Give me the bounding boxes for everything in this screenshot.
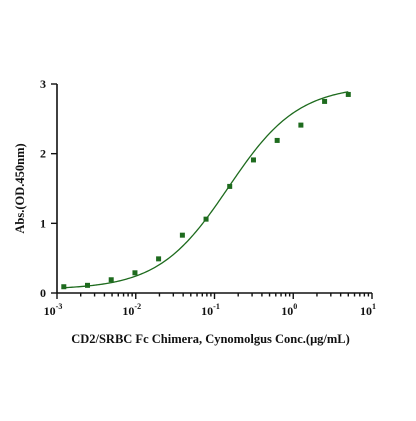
x-tick-exponent: -3 bbox=[56, 302, 63, 311]
x-tick-exponent: -2 bbox=[134, 302, 141, 311]
y-axis-title: Abs.(OD.450nm) bbox=[13, 143, 27, 233]
data-point bbox=[274, 137, 280, 143]
x-tick-base: 10 bbox=[201, 304, 213, 318]
data-point bbox=[322, 98, 328, 104]
data-points bbox=[61, 91, 351, 290]
x-tick-label: 10-1 bbox=[201, 302, 220, 318]
x-tick-label: 10-3 bbox=[44, 302, 63, 318]
x-tick-label: 10-2 bbox=[122, 302, 141, 318]
x-axis-title: CD2/SRBC Fc Chimera, Cynomolgus Conc.(μg… bbox=[71, 332, 350, 346]
data-point bbox=[203, 216, 209, 222]
data-point bbox=[227, 183, 233, 189]
x-tick-base: 10 bbox=[122, 304, 134, 318]
x-tick-exponent: -1 bbox=[213, 302, 220, 311]
fit-curve bbox=[63, 91, 349, 289]
x-tick-base: 10 bbox=[360, 304, 372, 318]
y-tick-label: 0 bbox=[40, 286, 46, 300]
data-point bbox=[250, 157, 256, 163]
data-point bbox=[61, 284, 67, 290]
y-tick-label: 1 bbox=[40, 216, 46, 230]
data-point bbox=[179, 232, 185, 238]
y-tick-label: 3 bbox=[40, 77, 46, 91]
axes bbox=[56, 84, 372, 294]
x-tick-base: 10 bbox=[44, 304, 56, 318]
x-tick-label: 100 bbox=[281, 302, 297, 318]
data-point bbox=[298, 122, 304, 128]
data-point bbox=[132, 270, 138, 276]
data-point bbox=[85, 282, 91, 288]
data-point bbox=[156, 256, 162, 262]
data-point bbox=[108, 277, 114, 283]
data-point bbox=[345, 91, 351, 97]
x-tick-exponent: 1 bbox=[372, 302, 376, 311]
x-tick-label: 101 bbox=[360, 302, 376, 318]
x-tick-base: 10 bbox=[281, 304, 293, 318]
fit-curve-layer bbox=[63, 91, 349, 289]
x-tick-exponent: 0 bbox=[293, 302, 297, 311]
y-tick-label: 2 bbox=[40, 147, 46, 161]
